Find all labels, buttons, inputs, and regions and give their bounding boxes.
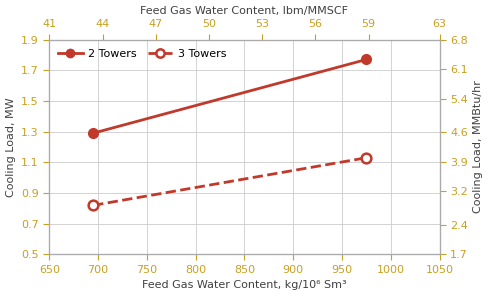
X-axis label: Feed Gas Water Content, lbm/MMSCF: Feed Gas Water Content, lbm/MMSCF: [140, 6, 348, 16]
Y-axis label: Cooling Load, MW: Cooling Load, MW: [5, 97, 16, 197]
X-axis label: Feed Gas Water Content, kg/10⁶ Sm³: Feed Gas Water Content, kg/10⁶ Sm³: [142, 280, 346, 290]
Legend: 2 Towers, 3 Towers: 2 Towers, 3 Towers: [55, 45, 229, 62]
Y-axis label: Cooling Load, MMBtu/hr: Cooling Load, MMBtu/hr: [472, 81, 483, 213]
